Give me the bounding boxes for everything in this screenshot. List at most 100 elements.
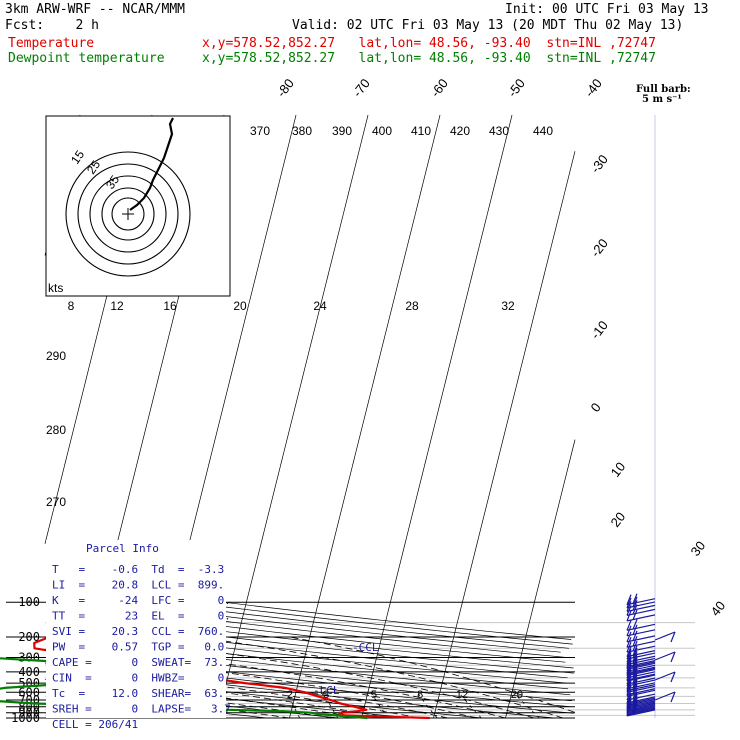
isotherm-label: -10 xyxy=(588,318,611,342)
parcel-info-row: SVI = 20.3 CCL = 760. xyxy=(52,625,224,638)
theta-label: 270 xyxy=(46,495,66,509)
wind-barb-shaft xyxy=(626,703,656,712)
mixing-ratio-label: 5 xyxy=(371,689,377,701)
hodograph-trace xyxy=(129,117,174,211)
wind-barb-flag xyxy=(632,593,638,604)
wind-barb-flag xyxy=(632,609,638,621)
wind-barb-flag xyxy=(632,600,638,611)
pressure-label: 100 xyxy=(18,595,40,609)
wind-barb-shaft xyxy=(626,682,656,690)
wind-barb-flag xyxy=(632,619,638,630)
wind-barb-flag xyxy=(626,648,632,660)
wind-barb-low xyxy=(654,691,676,701)
hodograph-kts-label: kts xyxy=(48,281,63,295)
isotherm-label: -40 xyxy=(582,76,605,100)
wind-barb-flag xyxy=(632,647,638,659)
wind-barb-shaft xyxy=(626,650,656,658)
dry-adiabat xyxy=(186,601,573,645)
wind-barb-flag xyxy=(632,624,638,636)
theta-label: 280 xyxy=(46,423,66,437)
pressure-label: 300 xyxy=(18,650,40,664)
wind-barb-flag xyxy=(626,665,632,676)
isotherm-label: -80 xyxy=(274,76,297,100)
isotherm-line xyxy=(217,114,369,719)
wind-barb-shaft xyxy=(626,673,656,681)
wind-barb-shaft xyxy=(626,614,656,622)
wind-barb-flag xyxy=(632,674,638,686)
parcel-info-row: CELL = 206/41 xyxy=(52,718,138,731)
wind-barb-shaft xyxy=(626,707,656,715)
wind-barb-shaft xyxy=(626,671,656,679)
mixing-ratio-label: 8 xyxy=(417,689,423,701)
wind-barb-flag xyxy=(626,605,632,616)
wind-barb-shaft xyxy=(626,629,656,637)
wind-barb-shaft xyxy=(626,698,656,707)
wind-barb-flag xyxy=(626,686,632,697)
wind-barb-flag xyxy=(626,631,632,643)
wind-barb-flag xyxy=(626,597,632,609)
wind-barb-flag xyxy=(632,688,638,700)
wind-barb-shaft xyxy=(626,697,656,705)
wind-barb-low-flag xyxy=(670,691,676,703)
wind-barb-flag xyxy=(626,654,632,665)
speed-scale-label: 12 xyxy=(110,299,124,313)
hodograph-ring xyxy=(111,197,145,231)
moist-adiabat xyxy=(289,636,575,713)
wind-barb-shaft xyxy=(626,708,656,716)
barb-legend-line1: Full barb: xyxy=(636,84,691,95)
wind-barb-flag xyxy=(626,689,632,701)
isotherm-label: -70 xyxy=(350,76,373,100)
wind-barb-flag xyxy=(632,679,638,690)
wind-barb-low-flag xyxy=(670,651,676,663)
parcel-info-row: K = -24 LFC = 0. xyxy=(52,594,231,607)
wind-barb-shaft xyxy=(626,640,656,648)
wind-barb-flag xyxy=(632,630,638,642)
speed-scale-label: 20 xyxy=(233,299,247,313)
wind-barb-flag xyxy=(626,637,632,648)
wind-barb-shaft xyxy=(626,604,656,612)
wind-barb-flag xyxy=(632,604,638,615)
wind-barb-shaft xyxy=(626,655,656,663)
wind-barb-shaft xyxy=(626,660,656,668)
speed-scale-label: 28 xyxy=(405,299,419,313)
parcel-info-row: PW = 0.57 TGP = 0.0 xyxy=(52,641,224,654)
wind-barb-flag xyxy=(632,596,638,608)
dry-adiabat xyxy=(223,601,572,640)
wind-barb-shaft xyxy=(626,685,656,693)
wind-barb-flag xyxy=(632,651,638,662)
pressure-label: 1000 xyxy=(11,711,40,725)
pressure-label: 600 xyxy=(18,685,40,699)
wind-barb-low xyxy=(654,651,676,661)
speed-scale-label: 8 xyxy=(68,299,75,313)
moist-adiabat xyxy=(48,639,506,719)
init-time: Init: 00 UTC Fri 03 May 13 xyxy=(505,2,709,17)
wind-barb-flag xyxy=(626,646,632,657)
valid-time: Valid: 02 UTC Fri 03 May 13 (20 MDT Thu … xyxy=(292,18,684,33)
theta-label: 410 xyxy=(411,124,431,138)
mixing-ratio-line xyxy=(458,692,482,719)
barb-legend-line2: 5 m s⁻¹ xyxy=(642,94,682,105)
wind-barb-flag xyxy=(626,680,632,691)
wind-barb-low xyxy=(654,631,676,641)
parcel-info-row: Tc = 12.0 SHEAR= 63. xyxy=(52,687,224,700)
moist-adiabat xyxy=(45,647,477,719)
hodograph-ring xyxy=(89,175,167,253)
wind-barb-shaft xyxy=(626,635,656,643)
parcel-info-row: T = -0.6 Td = -3.3 xyxy=(52,563,224,576)
wind-barb-flag xyxy=(632,681,638,692)
wind-barb-shaft xyxy=(626,664,656,672)
theta-label: 290 xyxy=(46,349,66,363)
wind-barb-shaft xyxy=(626,701,656,709)
isotherm-label: 40 xyxy=(708,598,729,619)
wind-barb-flag xyxy=(626,667,632,679)
theta-label: 380 xyxy=(292,124,312,138)
wind-barb-flag xyxy=(632,653,638,664)
wind-barb-shaft xyxy=(626,667,656,675)
hodograph-ring xyxy=(101,187,155,241)
wind-barb-flag xyxy=(626,620,632,631)
wind-barb-shaft xyxy=(626,677,656,685)
pressure-label: 900 xyxy=(18,706,40,720)
parcel-info-title: Parcel Info xyxy=(86,542,159,555)
wind-barb-low-flag xyxy=(670,631,676,643)
